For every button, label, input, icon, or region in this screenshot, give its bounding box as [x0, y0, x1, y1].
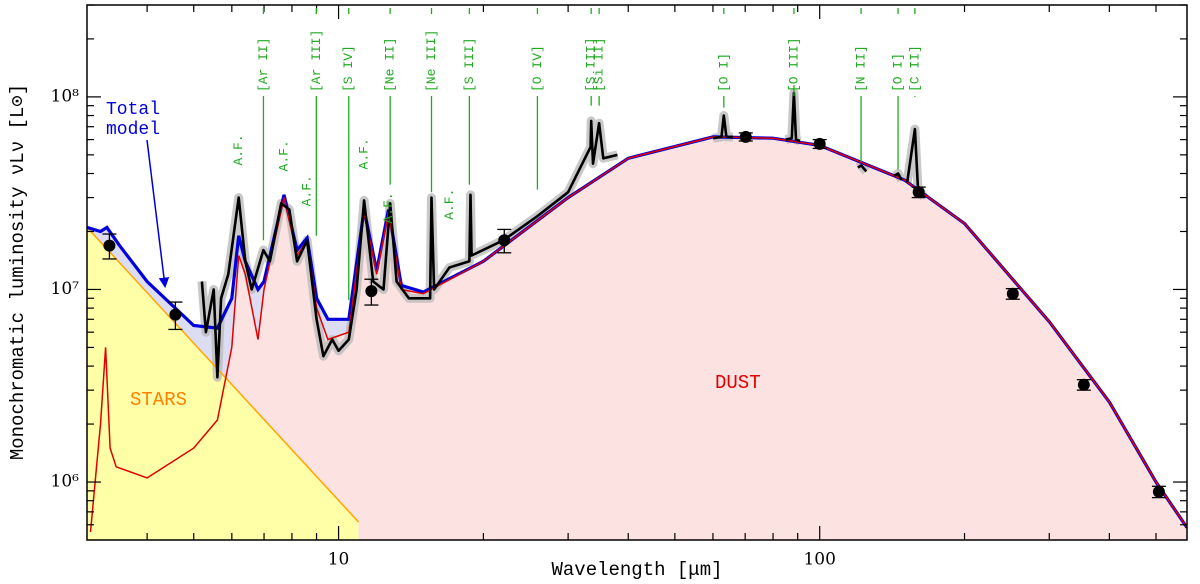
point: [912, 186, 925, 199]
feature-label: A.F.: [276, 140, 291, 171]
line: [87, 226, 360, 523]
total-model-label: Total model: [105, 100, 160, 140]
stars-label: STARS: [130, 389, 187, 411]
line-label: [Si II]: [592, 37, 607, 92]
dust-label: DUST: [715, 372, 761, 394]
line-label: [N II]: [854, 45, 869, 92]
line-label: [Ne II]: [383, 37, 398, 92]
feature-label: A.F.: [357, 138, 372, 169]
line: [89, 136, 1187, 533]
x-axis-label: Wavelength [μm]: [551, 559, 722, 581]
point: [1006, 287, 1019, 300]
line-label: [Ar III]: [309, 30, 324, 92]
y-axis-label: Monochromatic luminosity νLν [L⊙]: [7, 84, 29, 460]
point: [365, 285, 378, 298]
area: [87, 227, 359, 540]
point: [1077, 378, 1090, 391]
point: [813, 137, 826, 150]
point: [739, 130, 752, 143]
feature-label: A.F.: [299, 175, 314, 206]
line-label: [Ar II]: [256, 37, 271, 92]
line-label: [O I]: [890, 53, 905, 92]
line-label: [O IV]: [530, 45, 545, 92]
arrow: [146, 139, 170, 289]
point: [498, 234, 511, 247]
line-label: [C II]: [907, 45, 922, 92]
point: [1152, 485, 1165, 498]
line-label: [O III]: [786, 37, 801, 92]
x-tick-label: 100: [803, 550, 835, 570]
feature-label: A.F.: [442, 189, 457, 220]
y-tick-label: 10⁸: [51, 86, 80, 106]
line-label: [S IV]: [341, 45, 356, 92]
line-label: [O I]: [716, 53, 731, 92]
line-label: [S III]: [462, 37, 477, 92]
point: [103, 239, 116, 252]
point: [169, 308, 182, 321]
line-label: [S III]: [584, 37, 599, 92]
line-label: [Ne III]: [424, 30, 439, 92]
y-tick-label: 10⁶: [51, 472, 80, 492]
feature-label: A.F.: [231, 134, 246, 165]
y-tick-label: 10⁷: [51, 279, 80, 299]
feature-label: A.F.: [381, 192, 396, 223]
x-tick-label: 10: [328, 550, 350, 570]
frame: [86, 4, 1188, 541]
plot-area: [87, 88, 1187, 540]
